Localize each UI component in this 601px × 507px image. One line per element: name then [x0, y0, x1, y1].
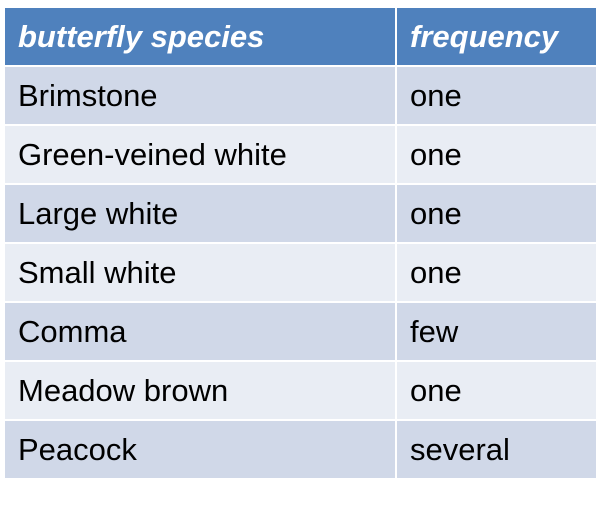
species-cell: Meadow brown	[3, 360, 397, 421]
species-cell: Small white	[3, 242, 397, 303]
header-species: butterfly species	[3, 6, 397, 67]
species-cell: Large white	[3, 183, 397, 244]
header-row: butterfly species frequency	[3, 6, 598, 67]
frequency-cell: several	[395, 419, 598, 480]
frequency-cell: one	[395, 360, 598, 421]
header-frequency: frequency	[395, 6, 598, 67]
table-row: Large white one	[3, 183, 598, 244]
species-cell: Peacock	[3, 419, 397, 480]
butterfly-frequency-table: butterfly species frequency Brimstone on…	[3, 6, 598, 480]
frequency-cell: few	[395, 301, 598, 362]
frequency-cell: one	[395, 242, 598, 303]
table-row: Meadow brown one	[3, 360, 598, 421]
table-row: Brimstone one	[3, 65, 598, 126]
frequency-cell: one	[395, 124, 598, 185]
table-row: Small white one	[3, 242, 598, 303]
frequency-cell: one	[395, 65, 598, 126]
frequency-cell: one	[395, 183, 598, 244]
species-cell: Brimstone	[3, 65, 397, 126]
species-cell: Comma	[3, 301, 397, 362]
species-cell: Green-veined white	[3, 124, 397, 185]
table-row: Comma few	[3, 301, 598, 362]
table-row: Peacock several	[3, 419, 598, 480]
table-row: Green-veined white one	[3, 124, 598, 185]
